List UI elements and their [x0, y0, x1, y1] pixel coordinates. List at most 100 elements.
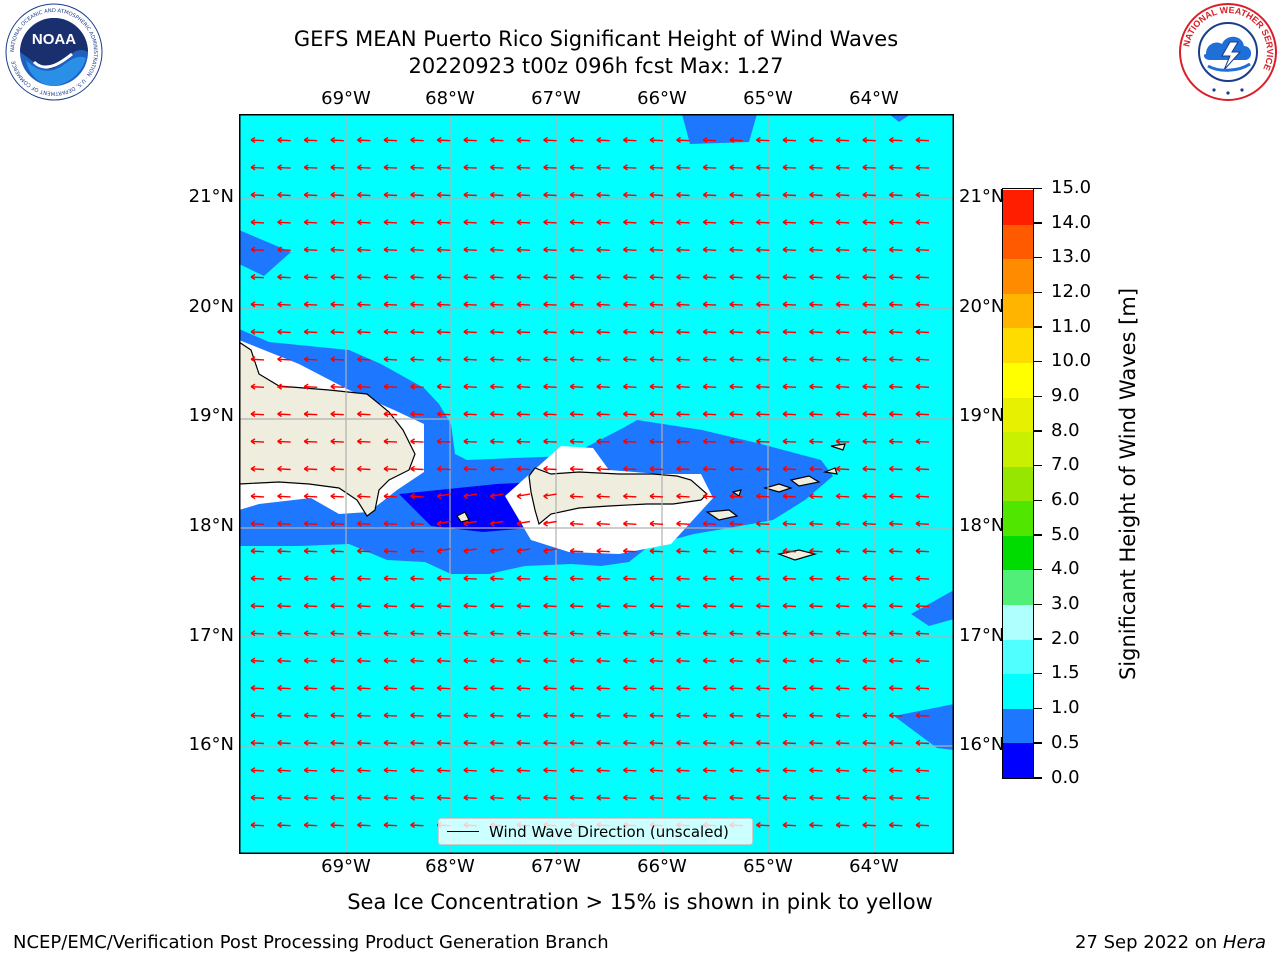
wave-direction-arrow	[809, 410, 823, 418]
wave-direction-arrow	[516, 493, 531, 500]
lat-label-right-20: 20°N	[959, 296, 1005, 317]
wave-direction-arrow	[702, 767, 717, 774]
wave-direction-arrow	[383, 712, 398, 719]
wave-direction-arrow	[809, 383, 823, 390]
wave-direction-arrow	[569, 684, 584, 692]
wave-direction-arrow	[676, 712, 690, 719]
wave-direction-arrow	[835, 493, 850, 500]
wave-direction-arrow	[915, 410, 930, 418]
wave-direction-arrow	[383, 575, 398, 582]
wave-direction-arrow	[463, 301, 477, 308]
st-thomas-island	[762, 483, 793, 493]
wave-direction-arrow	[623, 602, 637, 609]
wave-direction-arrow	[756, 410, 770, 418]
colorbar-tick-label: 11.0	[1051, 315, 1092, 337]
wave-direction-arrow	[277, 219, 291, 226]
wave-direction-arrow	[250, 657, 265, 664]
wave-direction-arrow	[357, 246, 371, 253]
wave-direction-arrow	[623, 383, 637, 390]
colorbar-segment	[1003, 397, 1033, 433]
wave-direction-arrow	[782, 164, 797, 171]
wave-direction-arrow	[277, 465, 291, 472]
wave-direction-arrow	[490, 219, 504, 226]
wave-direction-arrow	[596, 328, 610, 335]
wave-direction-arrow	[729, 328, 743, 335]
wave-direction-arrow	[649, 301, 664, 308]
wave-direction-arrow	[303, 520, 318, 527]
wave-direction-arrow	[756, 356, 770, 363]
colorbar-tick-label: 9.0	[1051, 385, 1080, 407]
wave-direction-arrow	[835, 356, 850, 363]
wave-direction-arrow	[516, 520, 531, 527]
wave-direction-arrow	[330, 356, 344, 363]
wave-direction-arrow	[357, 767, 371, 774]
colorbar-tick-label: 3.0	[1051, 593, 1080, 615]
wave-direction-arrow	[383, 547, 398, 555]
wave-direction-arrow	[623, 438, 637, 445]
wave-direction-arrow	[303, 465, 318, 472]
wave-direction-arrow	[516, 547, 531, 555]
colorbar-segment	[1003, 293, 1033, 329]
wave-direction-arrow	[330, 493, 344, 500]
wave-direction-arrow	[702, 465, 717, 472]
wave-direction-arrow	[649, 164, 664, 171]
wave-direction-arrow	[756, 465, 770, 472]
colorbar-tick	[1034, 707, 1042, 710]
colorbar-segment	[1003, 742, 1033, 778]
wave-direction-arrow	[383, 438, 398, 445]
wave-direction-arrow	[835, 602, 850, 609]
wave-direction-arrow	[862, 301, 876, 308]
wave-direction-arrow	[729, 356, 743, 363]
wave-direction-arrow	[729, 602, 743, 609]
wave-direction-arrow	[889, 493, 903, 500]
wave-direction-arrow	[835, 164, 850, 171]
wave-direction-arrow	[490, 712, 504, 719]
wave-direction-arrow	[676, 164, 690, 171]
wave-direction-arrow	[383, 602, 398, 609]
wave-direction-arrow	[862, 191, 876, 198]
wave-direction-arrow	[623, 794, 637, 801]
wave-direction-arrow	[889, 547, 903, 555]
wave-direction-arrow	[277, 657, 291, 664]
lat-label-right-21: 21°N	[959, 186, 1005, 207]
wave-direction-arrow	[623, 712, 637, 719]
wave-direction-arrow	[649, 767, 664, 774]
wave-direction-arrow	[915, 739, 930, 746]
colorbar-tick	[1034, 638, 1042, 640]
wave-direction-arrow	[835, 273, 850, 281]
wave-direction-arrow	[809, 739, 823, 746]
wave-direction-arrow	[357, 821, 371, 829]
wave-direction-arrow	[915, 356, 930, 363]
wave-direction-arrow	[915, 164, 930, 171]
virgin-gorda-island	[822, 467, 838, 475]
wave-direction-arrow	[516, 465, 531, 472]
wave-direction-arrow	[649, 684, 664, 692]
wave-direction-arrow	[410, 438, 424, 445]
nws-logo: NATIONAL WEATHER SERVICE	[1179, 3, 1277, 101]
wave-direction-arrow	[330, 630, 344, 637]
wave-direction-arrow	[676, 356, 690, 363]
wave-direction-arrow	[782, 136, 797, 144]
colorbar-tick-label: 13.0	[1051, 246, 1092, 268]
wave-direction-arrow	[915, 821, 930, 829]
wave-direction-arrow	[649, 575, 664, 582]
wave-direction-arrow	[383, 356, 398, 363]
wave-direction-arrow	[277, 246, 291, 253]
wave-direction-arrow	[835, 684, 850, 692]
wave-direction-arrow	[569, 356, 584, 363]
wave-direction-arrow	[889, 410, 903, 418]
wave-direction-arrow	[756, 328, 770, 335]
wave-direction-arrow	[463, 575, 477, 582]
wave-direction-arrow	[330, 191, 344, 198]
wave-direction-arrow	[649, 191, 664, 198]
wave-direction-arrow	[915, 684, 930, 692]
tortola-island	[789, 475, 821, 487]
wave-direction-arrow	[543, 794, 557, 801]
wave-direction-arrow	[915, 273, 930, 281]
wave-direction-arrow	[809, 767, 823, 774]
colorbar-tick-label: 5.0	[1051, 523, 1080, 545]
lon-label-top-69: 69°W	[321, 88, 371, 109]
colorbar-tick-label: 12.0	[1051, 281, 1092, 303]
wave-direction-arrow	[702, 301, 717, 308]
wave-direction-arrow	[330, 136, 344, 144]
